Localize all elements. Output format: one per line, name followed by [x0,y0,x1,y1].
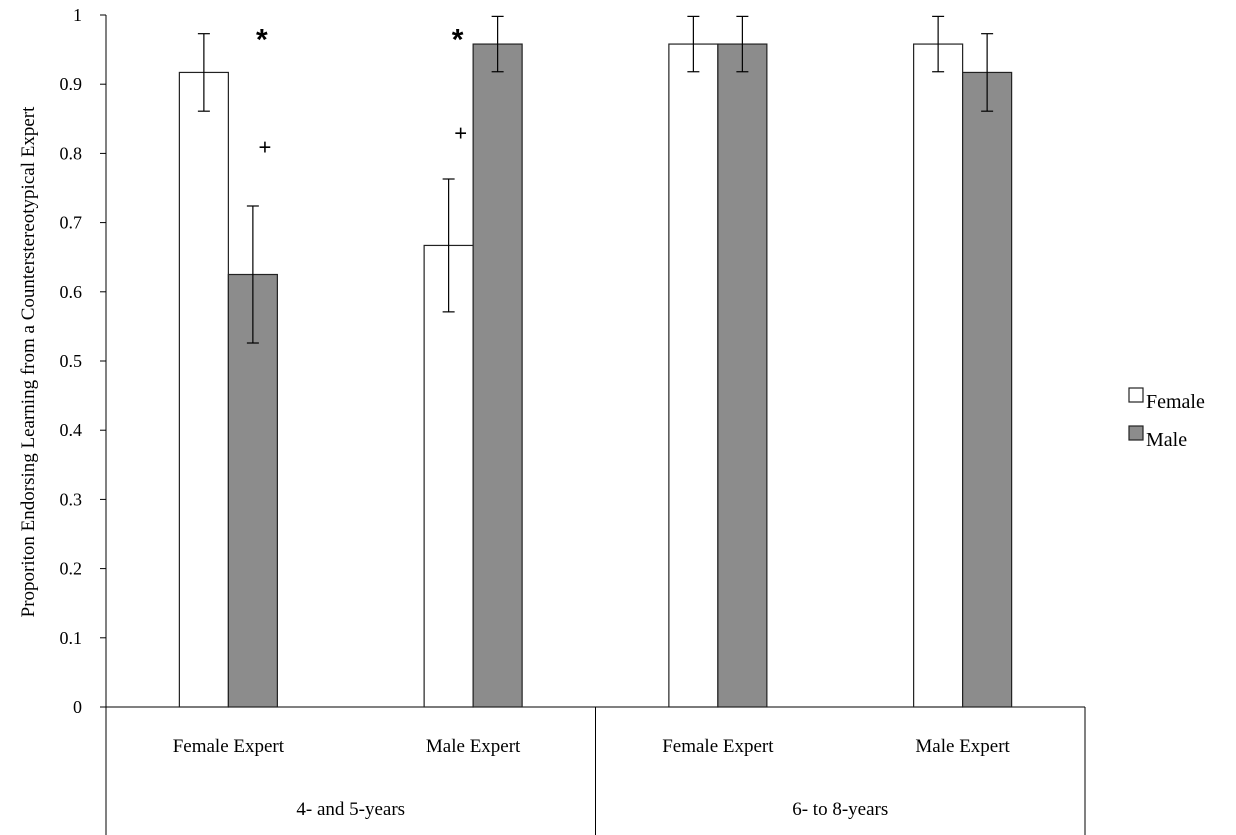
legend-label: Female [1146,391,1205,413]
bar [962,71,1013,708]
legend: Female Male [1128,387,1205,451]
y-tick-label: 0.5 [60,351,83,371]
y-tick-label: 0 [73,697,82,717]
y-tick-label: 0.9 [60,74,83,94]
annotations: * + * + [256,23,467,159]
legend-swatch [1128,387,1144,403]
y-tick-label: 0.7 [60,213,83,233]
category-label: Male Expert [915,736,1010,757]
significance-marker: * [256,23,268,56]
legend-label: Male [1146,429,1187,451]
category-label: Female Expert [662,736,774,757]
x-axis: Female Expert Male Expert 4- and 5-years Fe… [106,706,1086,835]
trend-marker: + [454,121,467,146]
group-label: 4- and 5-years [296,799,405,820]
bar [717,43,768,708]
y-tick-label: 0.3 [60,489,83,509]
category-label: Male Expert [426,736,521,757]
y-tick-label: 0.4 [60,420,83,440]
y-tick-label: 1 [73,5,82,25]
category-label: Female Expert [173,736,285,757]
y-tick-label: 0.8 [60,143,83,163]
error-bars [197,15,994,344]
bars [178,43,1013,708]
bar [178,71,229,708]
legend-swatch [1128,425,1144,441]
y-axis-label: Proporiton Endorsing Learning from a Cou… [18,106,39,617]
bar [913,43,964,708]
bar [668,43,719,708]
y-tick-label: 0.6 [60,282,83,302]
bar [227,273,278,708]
bar [423,244,474,708]
y-tick-label: 0.2 [60,559,83,579]
bar [472,43,523,708]
significance-marker: * [452,23,464,56]
y-axis: 0 0.1 0.2 0.3 0.4 0.5 0.6 0.7 0.8 0.9 1 [60,5,107,835]
trend-marker: + [258,134,271,159]
y-tick-label: 0.1 [60,628,83,648]
group-label: 6- to 8-years [792,799,888,820]
